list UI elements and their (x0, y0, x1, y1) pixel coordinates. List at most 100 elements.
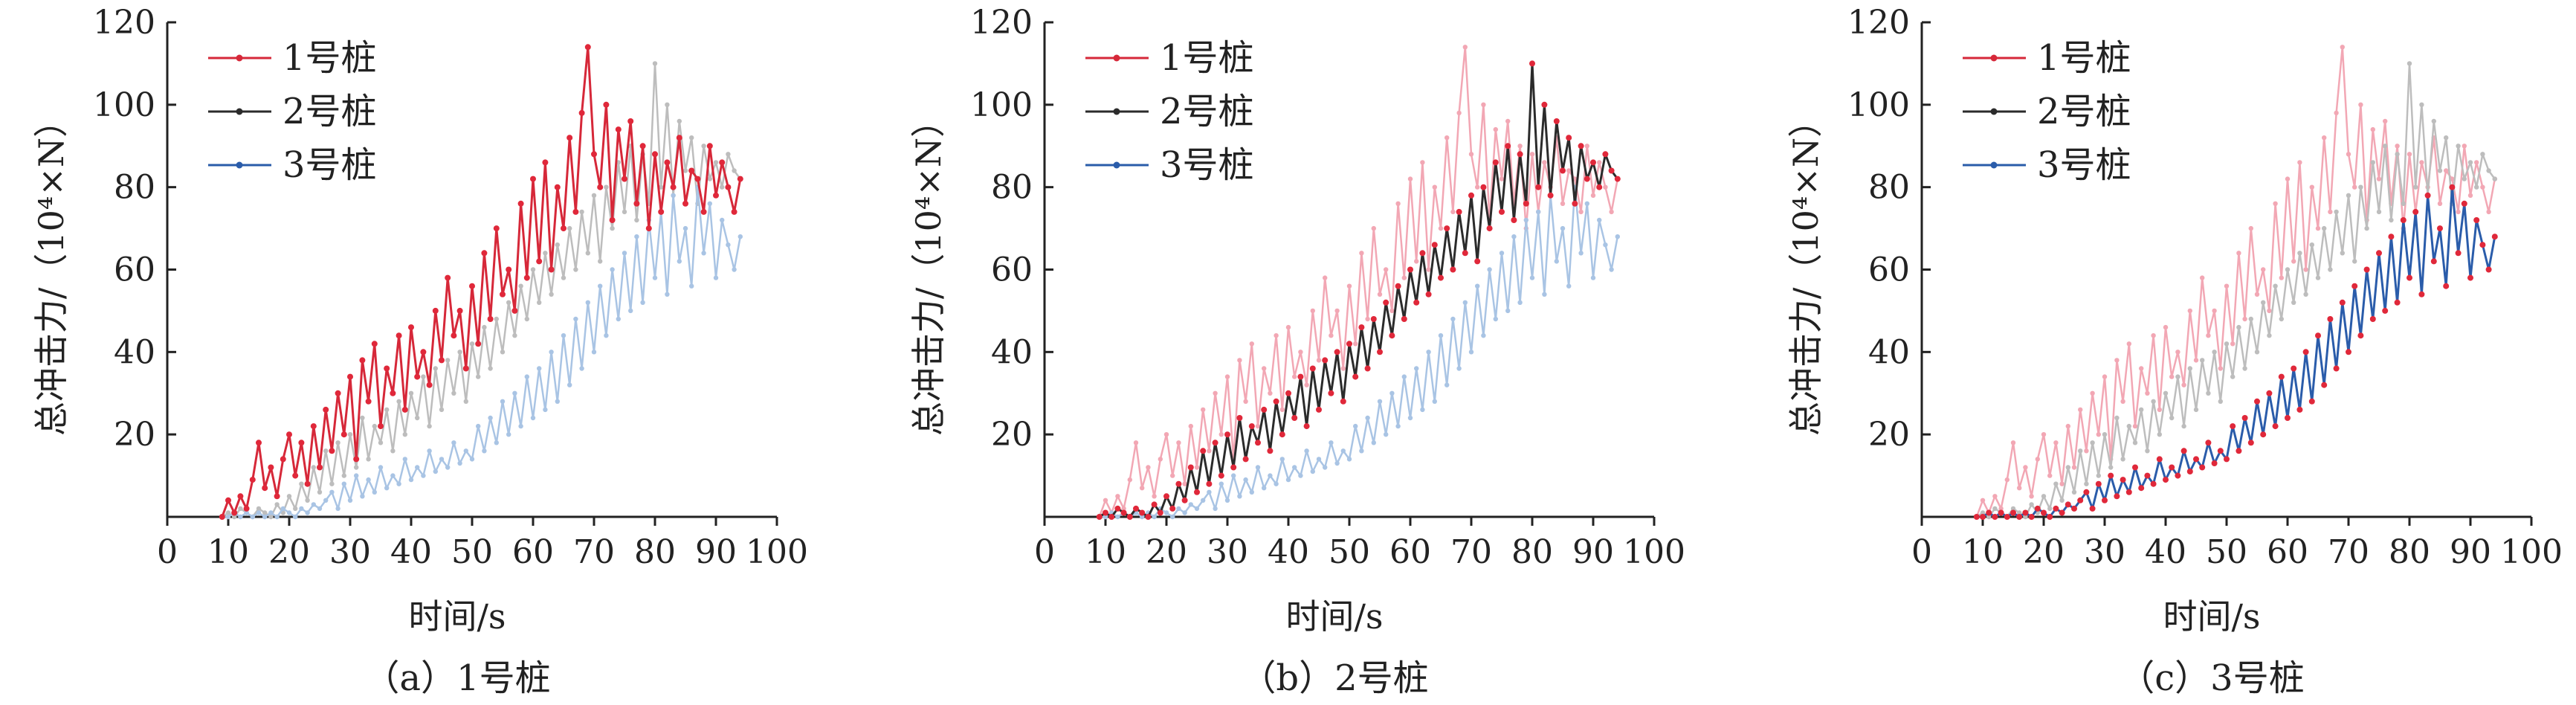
data-point (401, 406, 408, 413)
data-point (604, 184, 609, 190)
data-point (1298, 350, 1303, 355)
data-point (610, 225, 615, 231)
data-point (1541, 101, 1548, 108)
data-point (2297, 160, 2302, 165)
data-point (243, 505, 250, 512)
data-point (1547, 192, 1554, 199)
data-point (1444, 225, 1450, 232)
data-point (2334, 209, 2339, 215)
data-point (1316, 457, 1322, 462)
data-point (1450, 316, 1456, 322)
data-point (1194, 489, 1200, 495)
data-point (2437, 201, 2443, 206)
data-point (1584, 144, 1589, 149)
x-tick-label: 30 (2084, 533, 2125, 571)
data-point (384, 486, 390, 491)
data-point (1407, 415, 1413, 421)
data-point (665, 292, 670, 297)
data-point (2480, 152, 2485, 157)
data-point (2279, 316, 2284, 322)
data-point (670, 184, 677, 190)
x-tick-label: 90 (1572, 533, 1614, 571)
data-point (2102, 432, 2108, 437)
data-point (677, 259, 682, 264)
data-point (1389, 332, 1395, 339)
data-point (1511, 234, 1517, 239)
data-point (1597, 160, 1602, 165)
data-point (1224, 374, 1230, 379)
data-point (1268, 390, 1273, 396)
data-point (360, 494, 365, 499)
data-point (384, 365, 390, 372)
data-point (1364, 365, 1371, 372)
x-tick-label: 80 (2389, 533, 2430, 571)
data-point (2395, 144, 2400, 149)
data-point (1292, 374, 1297, 379)
data-point (2401, 201, 2406, 206)
data-point (1297, 373, 1304, 380)
data-point (549, 292, 554, 297)
data-point (2120, 477, 2126, 483)
data-point (2065, 423, 2070, 429)
data-point (1560, 167, 1566, 174)
data-point (366, 457, 371, 462)
data-point (1243, 477, 1248, 483)
data-point (299, 506, 304, 512)
data-point (2444, 135, 2449, 141)
chart-panel-3: 0 10 20 30 40 50 60 70 80 90 100204060801001201号桩2… (1786, 4, 2563, 699)
data-point (2261, 267, 2266, 272)
data-point (1310, 308, 1316, 314)
legend-label: 1号桩 (2037, 37, 2131, 79)
data-point (2090, 390, 2095, 396)
data-point (512, 390, 517, 396)
data-point (1334, 308, 1340, 314)
data-point (1407, 266, 1413, 273)
data-point (1279, 431, 1285, 438)
data-point (1207, 489, 1212, 495)
data-point (488, 415, 493, 421)
data-point (1262, 366, 1267, 371)
data-point (1255, 440, 1261, 446)
data-point (2260, 431, 2267, 438)
data-point (622, 176, 627, 182)
data-point (2114, 493, 2120, 500)
data-point (1152, 494, 1157, 499)
data-point (366, 477, 371, 483)
data-point (1438, 333, 1444, 338)
data-point (1980, 498, 1986, 503)
data-point (1980, 510, 1986, 515)
data-point (1103, 514, 1108, 520)
data-point (262, 510, 268, 515)
data-point (1139, 509, 1146, 516)
data-point (2376, 250, 2382, 257)
data-point (317, 464, 323, 471)
legend-label: 3号桩 (2037, 144, 2131, 186)
data-point (1420, 407, 1425, 413)
data-point (1517, 151, 1523, 158)
data-point (2175, 350, 2180, 355)
data-point (372, 489, 377, 495)
data-point (335, 440, 340, 445)
data-point (701, 251, 706, 256)
x-tick-label: 50 (451, 533, 493, 571)
data-point (2187, 366, 2192, 371)
series-3号桩 (219, 184, 743, 520)
data-point (402, 457, 407, 462)
data-point (2480, 184, 2485, 190)
data-point (2120, 399, 2125, 404)
legend-marker (1113, 161, 1120, 169)
data-point (238, 506, 243, 512)
data-point (1158, 457, 1163, 462)
data-point (1456, 110, 1462, 116)
data-point (2328, 209, 2333, 215)
data-point (1481, 102, 1486, 107)
data-point (1475, 283, 1480, 289)
y-tick-label: 40 (991, 333, 1033, 371)
data-point (378, 440, 384, 445)
data-point (2450, 176, 2455, 181)
y-tick-label: 20 (1868, 416, 1910, 454)
x-tick-label: 100 (1623, 533, 1685, 571)
data-point (323, 448, 329, 454)
data-point (731, 208, 737, 215)
data-point (591, 193, 597, 198)
